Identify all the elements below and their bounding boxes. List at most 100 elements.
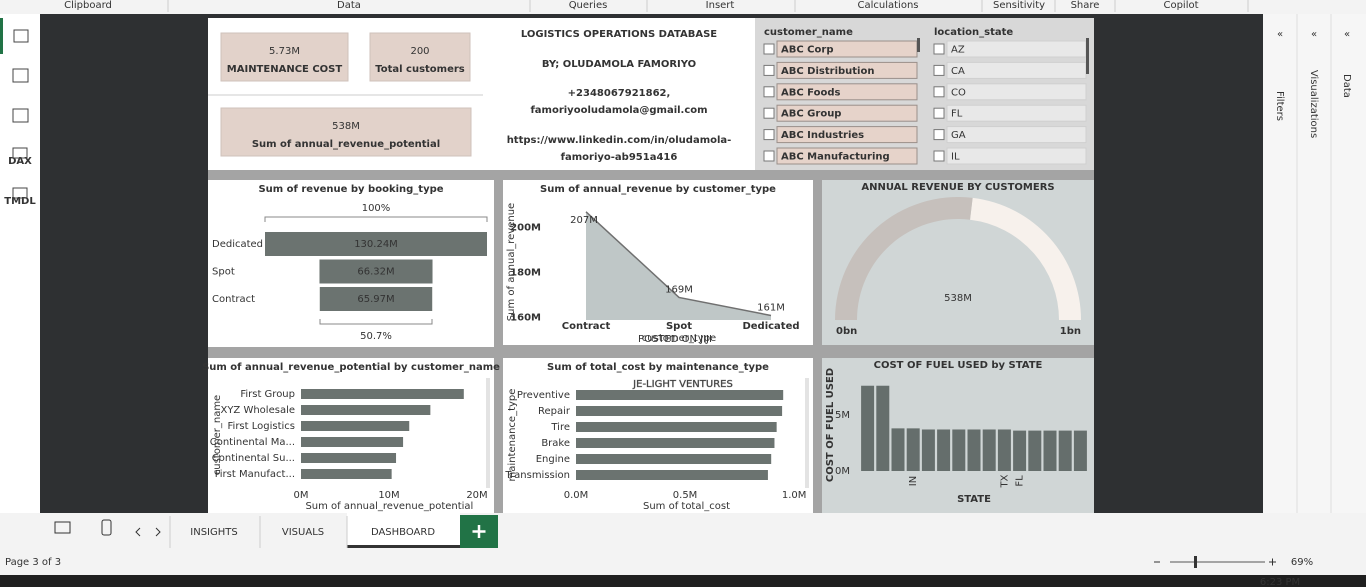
ribbon-group: Share xyxy=(1071,0,1100,11)
ribbon-group: Queries xyxy=(569,0,608,11)
slicer-checkbox[interactable] xyxy=(763,43,775,55)
sidebar-label: TMDL xyxy=(4,196,36,207)
y-tick-label: Repair xyxy=(538,406,571,417)
data-label: 161M xyxy=(757,302,785,313)
x-tick-label: 10M xyxy=(378,490,399,501)
link: famoriyo-ab951a416 xyxy=(561,152,678,163)
slicer-item[interactable] xyxy=(946,104,1087,122)
x-tick-label: TX xyxy=(999,474,1010,488)
page-tab[interactable]: INSIGHTS xyxy=(190,527,237,538)
gauge-fill xyxy=(834,197,973,320)
desktop-icon[interactable] xyxy=(54,521,71,534)
slicer-checkbox[interactable] xyxy=(763,86,775,98)
x-axis-label: Sum of annual_revenue_potential xyxy=(305,501,473,512)
bar xyxy=(576,390,784,400)
annotation: 100% xyxy=(362,203,391,214)
y-axis-label: maintenance_type xyxy=(507,389,518,482)
visual xyxy=(208,358,494,513)
bar xyxy=(301,469,392,479)
bar xyxy=(967,429,981,471)
slicer-checkbox[interactable] xyxy=(933,43,945,55)
bar xyxy=(876,385,890,471)
visual xyxy=(503,358,813,513)
data-label: 65.97M xyxy=(357,294,394,305)
slicer-checkbox[interactable] xyxy=(933,107,945,119)
bar xyxy=(301,453,397,463)
taskbar xyxy=(0,575,1366,587)
slicer-item[interactable] xyxy=(946,83,1087,101)
watermark: JE-LIGHT VENTURES xyxy=(632,379,733,390)
gauge-min: 0bn xyxy=(836,326,857,337)
bar xyxy=(937,429,951,471)
bar xyxy=(301,421,410,431)
x-axis-label: customer_type xyxy=(642,333,716,344)
slicer-checkbox[interactable] xyxy=(933,86,945,98)
card-label: MAINTENANCE COST xyxy=(227,64,343,75)
slicer-checkbox[interactable] xyxy=(933,150,945,162)
zoom-buttons[interactable] xyxy=(1154,558,1276,566)
slicer-checkbox[interactable] xyxy=(933,64,945,76)
slicer-item[interactable] xyxy=(776,126,918,144)
slicer-item[interactable] xyxy=(946,61,1087,79)
category-label: Spot xyxy=(212,267,235,278)
slicer-item-label: ABC Distribution xyxy=(781,66,874,77)
bar xyxy=(265,232,487,256)
slicer-checkbox[interactable] xyxy=(933,129,945,141)
zoom-level: 69% xyxy=(1291,557,1313,568)
y-tick-label: 0M xyxy=(835,466,850,477)
pane-title[interactable]: Filters xyxy=(1274,91,1285,121)
sidebar xyxy=(0,14,40,513)
tab-bar xyxy=(0,513,1366,548)
slicer-item[interactable] xyxy=(776,147,918,165)
link: https://www.linkedin.com/in/oludamola- xyxy=(507,135,732,146)
y-tick-label: Preventive xyxy=(517,390,570,401)
page-arrows[interactable] xyxy=(135,527,161,537)
author: BY; OLUDAMOLA FAMORIYO xyxy=(542,59,696,70)
slicer-checkbox[interactable] xyxy=(763,64,775,76)
y-tick-label: First Logistics xyxy=(228,421,295,432)
pane-arrow: « xyxy=(1344,29,1350,40)
y-axis-label: COST OF FUEL USED xyxy=(825,368,836,482)
slicer-item[interactable] xyxy=(946,147,1087,165)
y-tick-label: XYZ Wholesale xyxy=(220,405,295,416)
x-tick-label: Dedicated xyxy=(742,321,799,332)
y-tick-label: 160M xyxy=(510,313,541,324)
y-tick-label: Tire xyxy=(550,422,570,433)
pane-title[interactable]: Visualizations xyxy=(1308,70,1319,138)
bar xyxy=(921,429,935,471)
x-axis-label: Sum of total_cost xyxy=(643,501,730,512)
mobile-icon[interactable] xyxy=(101,519,112,536)
card-value: 5.73M xyxy=(269,46,300,57)
slicer-item[interactable] xyxy=(776,61,918,79)
ribbon-group: Clipboard xyxy=(64,0,112,11)
slicer-item[interactable] xyxy=(946,126,1087,144)
slicer-checkbox[interactable] xyxy=(763,107,775,119)
pane-title[interactable]: Data xyxy=(1341,74,1352,98)
page-tab[interactable]: VISUALS xyxy=(282,527,324,538)
data-label: 66.32M xyxy=(357,267,394,278)
table-icon xyxy=(12,68,29,83)
slicer-item-label: ABC Foods xyxy=(781,87,841,98)
bar xyxy=(906,428,920,471)
bar xyxy=(301,389,464,399)
ribbon-group: Calculations xyxy=(858,0,919,11)
card-value: 200 xyxy=(410,46,429,57)
bar xyxy=(997,429,1011,471)
zoom-thumb[interactable] xyxy=(1194,556,1197,568)
slicer-item-label: GA xyxy=(951,130,966,141)
ribbon-group: Sensitivity xyxy=(993,0,1045,11)
dax-icon xyxy=(12,147,28,159)
page-tab[interactable]: DASHBOARD xyxy=(371,527,435,538)
x-tick-label: 0.0M xyxy=(564,490,589,501)
bar xyxy=(891,428,905,471)
bar xyxy=(576,438,775,448)
scrollbar xyxy=(486,378,490,488)
slicer-item[interactable] xyxy=(776,104,918,122)
slicer-checkbox[interactable] xyxy=(763,150,775,162)
scrollbar xyxy=(805,378,809,488)
slicer-item[interactable] xyxy=(946,40,1087,58)
slicer-item-label: ABC Industries xyxy=(781,130,864,141)
slicer-checkbox[interactable] xyxy=(763,129,775,141)
slicer-item[interactable] xyxy=(776,83,918,101)
category-label: Contract xyxy=(212,294,255,305)
